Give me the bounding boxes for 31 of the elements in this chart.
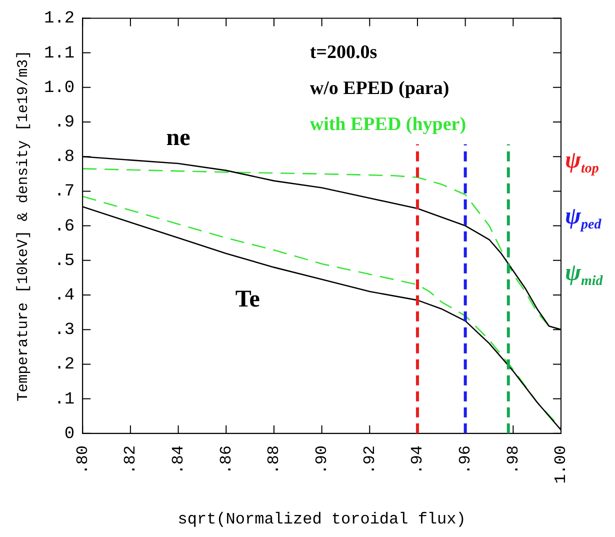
x-tick-label: .96 [456, 445, 475, 474]
annotation: ne [166, 124, 191, 151]
y-tick-label: .1 [54, 390, 75, 410]
x-tick-label: .90 [313, 445, 332, 474]
y-tick-label: .9 [54, 114, 75, 132]
x-tick-label: .86 [217, 445, 236, 474]
y-tick-label: .4 [54, 286, 75, 306]
text: w/o EPED (para) [310, 78, 450, 100]
x-tick-label: .82 [122, 445, 140, 474]
y-tick-label: .3 [54, 321, 75, 340]
y-tick-label: 1.1 [44, 44, 75, 64]
y-tick-label: 0 [64, 424, 75, 444]
y-axis-title: Temperature [10keV] & density [1e19/m3] [14, 50, 32, 402]
x-tick-label: .88 [265, 445, 284, 474]
y-tick-label: 1.0 [44, 78, 75, 98]
y-tick-label: .8 [54, 148, 75, 168]
x-tick-label: .84 [170, 445, 188, 474]
y-tick-label: .5 [54, 252, 75, 271]
x-tick-label: .94 [408, 445, 427, 474]
annotation: Te [235, 286, 260, 313]
y-tick-label: 1.2 [44, 10, 75, 29]
y-tick-label: .2 [54, 356, 75, 375]
x-tick-label: .80 [74, 445, 92, 474]
x-tick-label: .92 [360, 445, 379, 474]
x-axis-title: sqrt(Normalized toroidal flux) [178, 510, 466, 529]
x-tick-label: 1.00 [552, 445, 570, 484]
text: with EPED (hyper) [310, 114, 466, 136]
y-tick-label: .6 [54, 217, 75, 236]
y-tick-label: .7 [54, 182, 75, 202]
x-tick-label: .98 [504, 445, 522, 474]
annotation: t=200.0s [310, 42, 378, 64]
